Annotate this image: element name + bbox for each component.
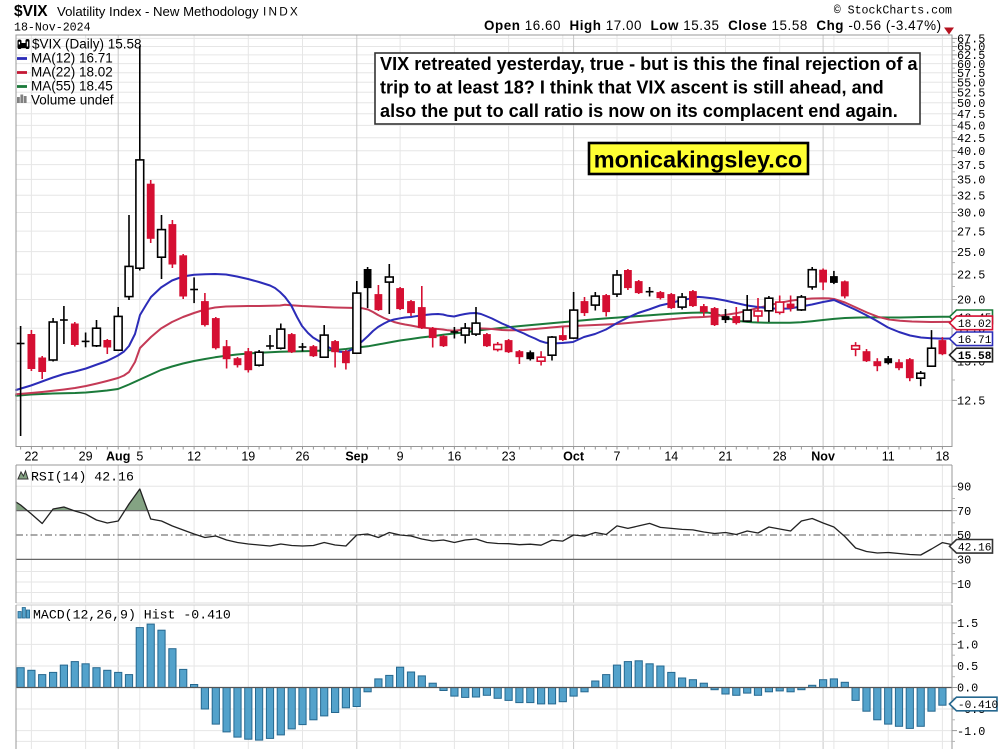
svg-text:26: 26 <box>296 450 310 464</box>
svg-text:1.5: 1.5 <box>957 617 978 631</box>
svg-text:MACD(12,26,9) Hist -0.410: MACD(12,26,9) Hist -0.410 <box>33 608 231 623</box>
svg-text:0.0: 0.0 <box>957 682 978 696</box>
svg-text:22: 22 <box>24 450 38 464</box>
svg-text:Sep: Sep <box>345 450 368 464</box>
svg-text:42.16: 42.16 <box>958 542 992 554</box>
svg-text:Volatility Index - New Methodo: Volatility Index - New Methodology <box>57 4 259 19</box>
svg-text:trip to at least 18? I think t: trip to at least 18? I think that VIX as… <box>380 77 884 97</box>
svg-text:65.0: 65.0 <box>957 41 985 55</box>
svg-text:57.5: 57.5 <box>957 67 985 81</box>
svg-text:18.02: 18.02 <box>958 319 992 331</box>
svg-text:9: 9 <box>397 450 404 464</box>
svg-text:60.0: 60.0 <box>957 58 985 72</box>
svg-text:MA(55) 18.45: MA(55) 18.45 <box>31 79 113 94</box>
svg-text:42.5: 42.5 <box>957 132 985 146</box>
svg-text:10: 10 <box>957 578 971 592</box>
svg-text:16: 16 <box>447 450 461 464</box>
svg-text:-0.410: -0.410 <box>958 700 999 712</box>
svg-text:30: 30 <box>957 554 971 568</box>
svg-text:© StockCharts.com: © StockCharts.com <box>834 5 952 18</box>
svg-text:Open 16.60 High 17.00 Low 15: Open 16.60 High 17.00 Low 15.35 Close 15… <box>484 18 942 33</box>
svg-text:67.5: 67.5 <box>957 33 985 47</box>
svg-text:1.0: 1.0 <box>957 639 978 653</box>
svg-text:22.5: 22.5 <box>957 268 985 282</box>
svg-text:0.5: 0.5 <box>957 660 978 674</box>
svg-text:45.0: 45.0 <box>957 120 985 134</box>
svg-text:also the put to call ratio is: also the put to call ratio is now on its… <box>380 101 898 121</box>
svg-text:55.0: 55.0 <box>957 77 985 91</box>
svg-text:30.0: 30.0 <box>957 207 985 221</box>
svg-text:37.5: 37.5 <box>957 159 985 173</box>
svg-text:18-Nov-2024: 18-Nov-2024 <box>14 22 91 35</box>
svg-text:14: 14 <box>664 450 678 464</box>
svg-text:MA(22) 18.02: MA(22) 18.02 <box>31 65 113 80</box>
svg-text:32.5: 32.5 <box>957 190 985 204</box>
svg-text:$VIX (Daily) 15.58: $VIX (Daily) 15.58 <box>32 37 142 52</box>
svg-text:28: 28 <box>773 450 787 464</box>
svg-text:52.5: 52.5 <box>957 87 985 101</box>
svg-text:27.5: 27.5 <box>957 225 985 239</box>
svg-text:-1.0: -1.0 <box>957 725 985 739</box>
svg-text:25.0: 25.0 <box>957 246 985 260</box>
svg-text:18: 18 <box>935 450 949 464</box>
svg-text:12: 12 <box>187 450 201 464</box>
svg-text:47.5: 47.5 <box>957 108 985 122</box>
svg-text:15.58: 15.58 <box>958 351 992 363</box>
svg-text:$VIX: $VIX <box>14 3 48 20</box>
svg-text:INDX: INDX <box>263 5 300 19</box>
svg-text:monicakingsley.co: monicakingsley.co <box>594 147 803 173</box>
svg-text:11: 11 <box>882 450 895 464</box>
svg-text:16.71: 16.71 <box>958 335 992 347</box>
svg-text:70: 70 <box>957 505 971 519</box>
svg-text:12.5: 12.5 <box>957 395 985 409</box>
svg-text:40.0: 40.0 <box>957 145 985 159</box>
svg-text:7: 7 <box>614 450 621 464</box>
svg-text:RSI(14) 42.16: RSI(14) 42.16 <box>31 470 134 485</box>
svg-text:5: 5 <box>136 450 143 464</box>
svg-text:20.0: 20.0 <box>957 294 985 308</box>
svg-text:Nov: Nov <box>811 450 835 464</box>
svg-text:19: 19 <box>241 450 255 464</box>
svg-text:23: 23 <box>502 450 516 464</box>
svg-text:90: 90 <box>957 481 971 495</box>
svg-text:VIX retreated yesterday, true: VIX retreated yesterday, true - but is t… <box>380 54 919 74</box>
svg-text:Oct: Oct <box>563 450 585 464</box>
svg-text:29: 29 <box>79 450 93 464</box>
svg-text:Volume undef: Volume undef <box>31 93 114 108</box>
svg-text:Aug: Aug <box>106 450 130 464</box>
svg-text:35.0: 35.0 <box>957 174 985 188</box>
svg-text:MA(12) 16.71: MA(12) 16.71 <box>31 51 113 66</box>
svg-text:62.5: 62.5 <box>957 49 985 63</box>
svg-text:50.0: 50.0 <box>957 97 985 111</box>
svg-text:21: 21 <box>719 450 733 464</box>
